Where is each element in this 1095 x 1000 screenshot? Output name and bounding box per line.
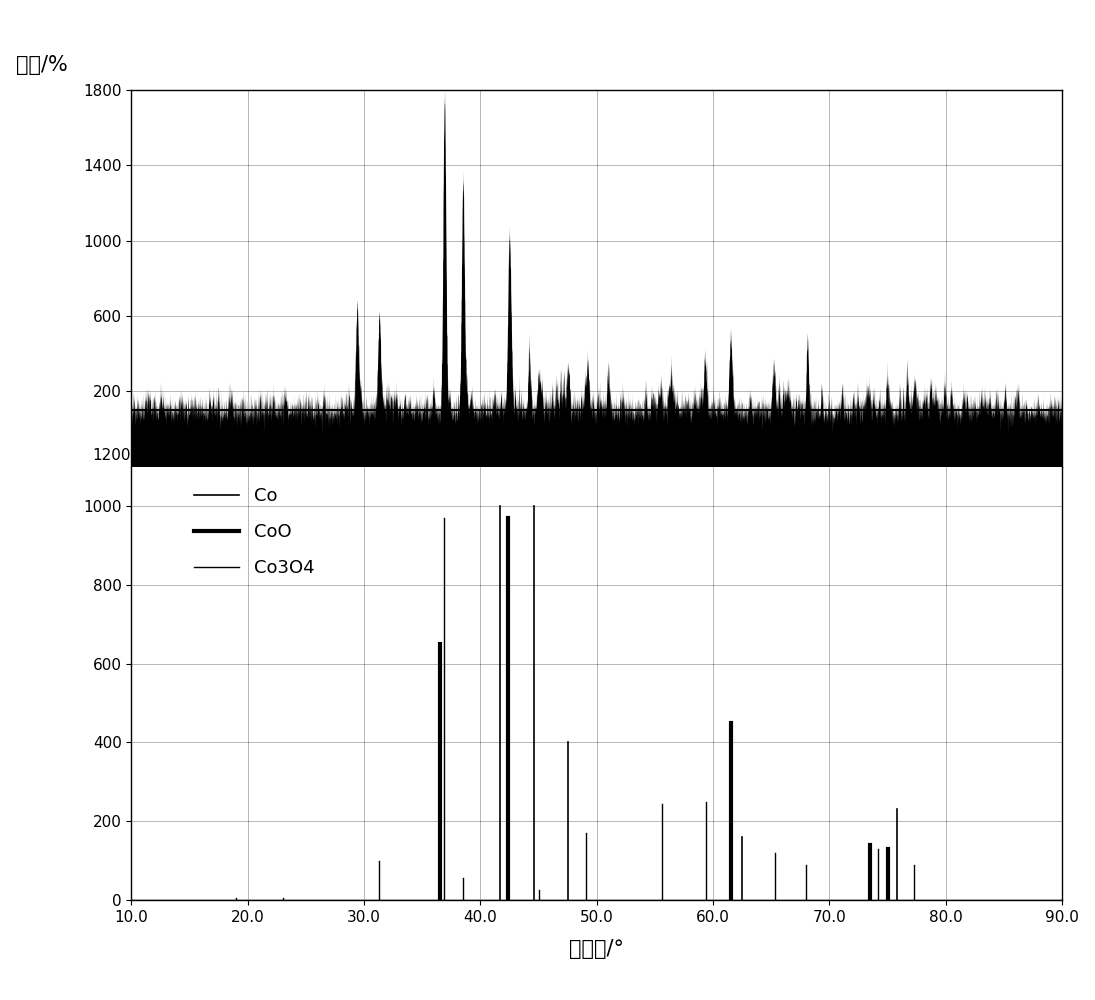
X-axis label: 衍射角/°: 衍射角/° bbox=[569, 939, 624, 959]
Legend: Co, CoO, Co3O4: Co, CoO, Co3O4 bbox=[187, 480, 322, 585]
Text: 1200: 1200 bbox=[92, 448, 130, 463]
Text: 强度/%: 强度/% bbox=[16, 55, 68, 75]
